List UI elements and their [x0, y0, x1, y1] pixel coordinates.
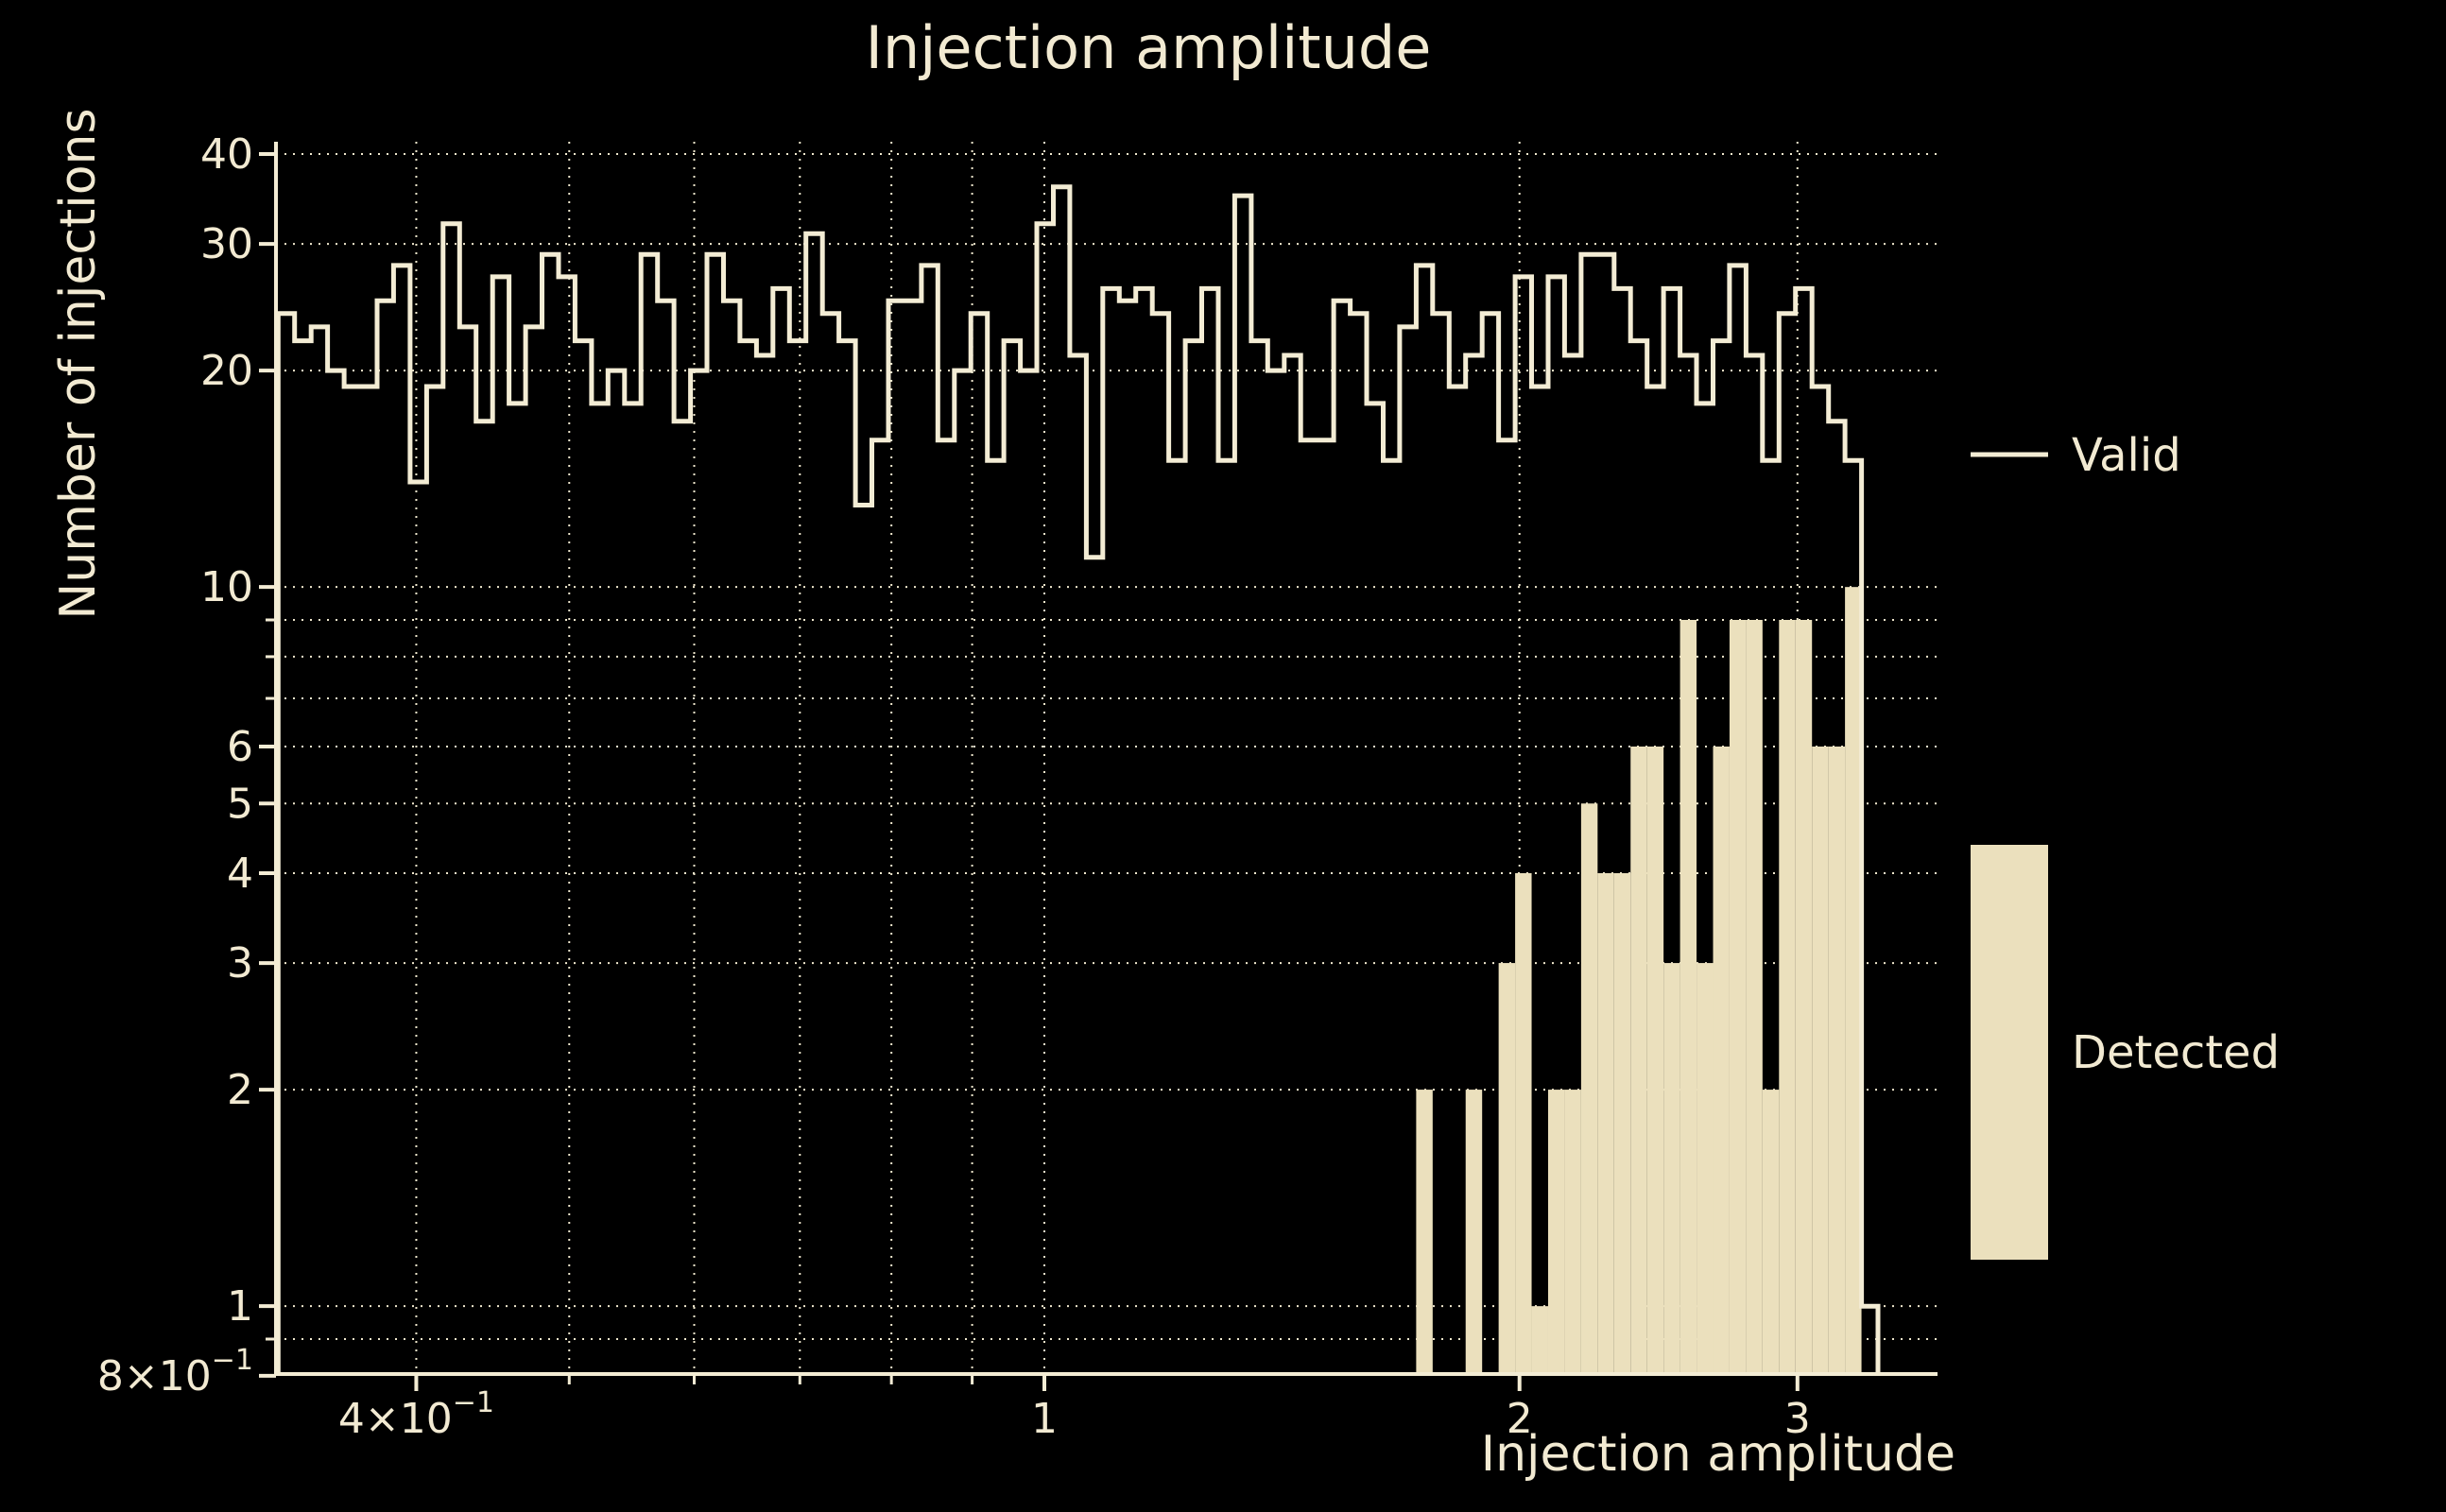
x-tick-label: 2 [1507, 1395, 1533, 1443]
y-tick-label: 4 [227, 850, 253, 898]
detected-bar [1729, 619, 1747, 1374]
detected-bar [1795, 619, 1813, 1374]
detected-bar [1663, 963, 1680, 1374]
legend: Valid Detected [1971, 429, 2280, 1260]
detected-bar [1498, 963, 1516, 1374]
x-tick-label: 3 [1784, 1395, 1811, 1443]
x-tick-label: 1 [1031, 1395, 1058, 1443]
detected-bar [1812, 746, 1829, 1374]
legend-detected-swatch [1971, 845, 2048, 1260]
y-tick-labels: 40 30 20 10 6 5 4 3 2 1 8×10−1 [97, 130, 253, 1400]
valid-step-line [275, 184, 1881, 1374]
detected-bar [1416, 1090, 1433, 1374]
detected-bars [1416, 587, 1862, 1374]
detected-bar [1779, 619, 1796, 1374]
axes: 40 30 20 10 6 5 4 3 2 1 8×10−1 4×10−1 1 2 3 [97, 130, 1938, 1443]
legend-detected-label: Detected [2072, 1026, 2280, 1079]
detected-bar [1845, 587, 1862, 1374]
detected-bar [1630, 746, 1647, 1374]
detected-bar [1564, 1090, 1581, 1374]
detected-bar [1746, 619, 1763, 1374]
detected-bar [1580, 803, 1598, 1374]
detected-bar [1713, 746, 1730, 1374]
x-tick-label: 4×10−1 [338, 1386, 494, 1443]
y-tick-label: 30 [200, 220, 253, 268]
detected-bar [1646, 746, 1664, 1374]
detected-bar [1762, 1090, 1780, 1374]
detected-bar [1515, 873, 1532, 1374]
detected-bar [1465, 1090, 1483, 1374]
y-tick-label: 3 [227, 939, 253, 988]
legend-valid-label: Valid [2072, 429, 2181, 482]
detected-bar [1531, 1306, 1548, 1374]
x-ticks [414, 1374, 1800, 1391]
y-ticks [259, 152, 276, 1378]
y-tick-label: 10 [200, 563, 253, 611]
y-axis-label: Number of injections [50, 108, 107, 619]
chart-title: Injection amplitude [866, 13, 1432, 82]
detected-bar [1597, 873, 1614, 1374]
y-tick-label: 8×10−1 [97, 1344, 253, 1400]
x-tick-labels: 4×10−1 1 2 3 [338, 1386, 1811, 1443]
detected-bar [1679, 619, 1697, 1374]
x-axis-label: Injection amplitude [1481, 1426, 1955, 1483]
detected-bar [1547, 1090, 1565, 1374]
y-tick-label: 1 [227, 1282, 253, 1331]
y-tick-label: 20 [200, 347, 253, 395]
detected-bar [1697, 963, 1714, 1374]
y-tick-label: 6 [227, 723, 253, 771]
detected-bar [1828, 746, 1846, 1374]
y-tick-label: 2 [227, 1066, 253, 1114]
detected-bar [1613, 873, 1631, 1374]
y-tick-label: 40 [200, 130, 253, 179]
y-tick-label: 5 [227, 780, 253, 828]
